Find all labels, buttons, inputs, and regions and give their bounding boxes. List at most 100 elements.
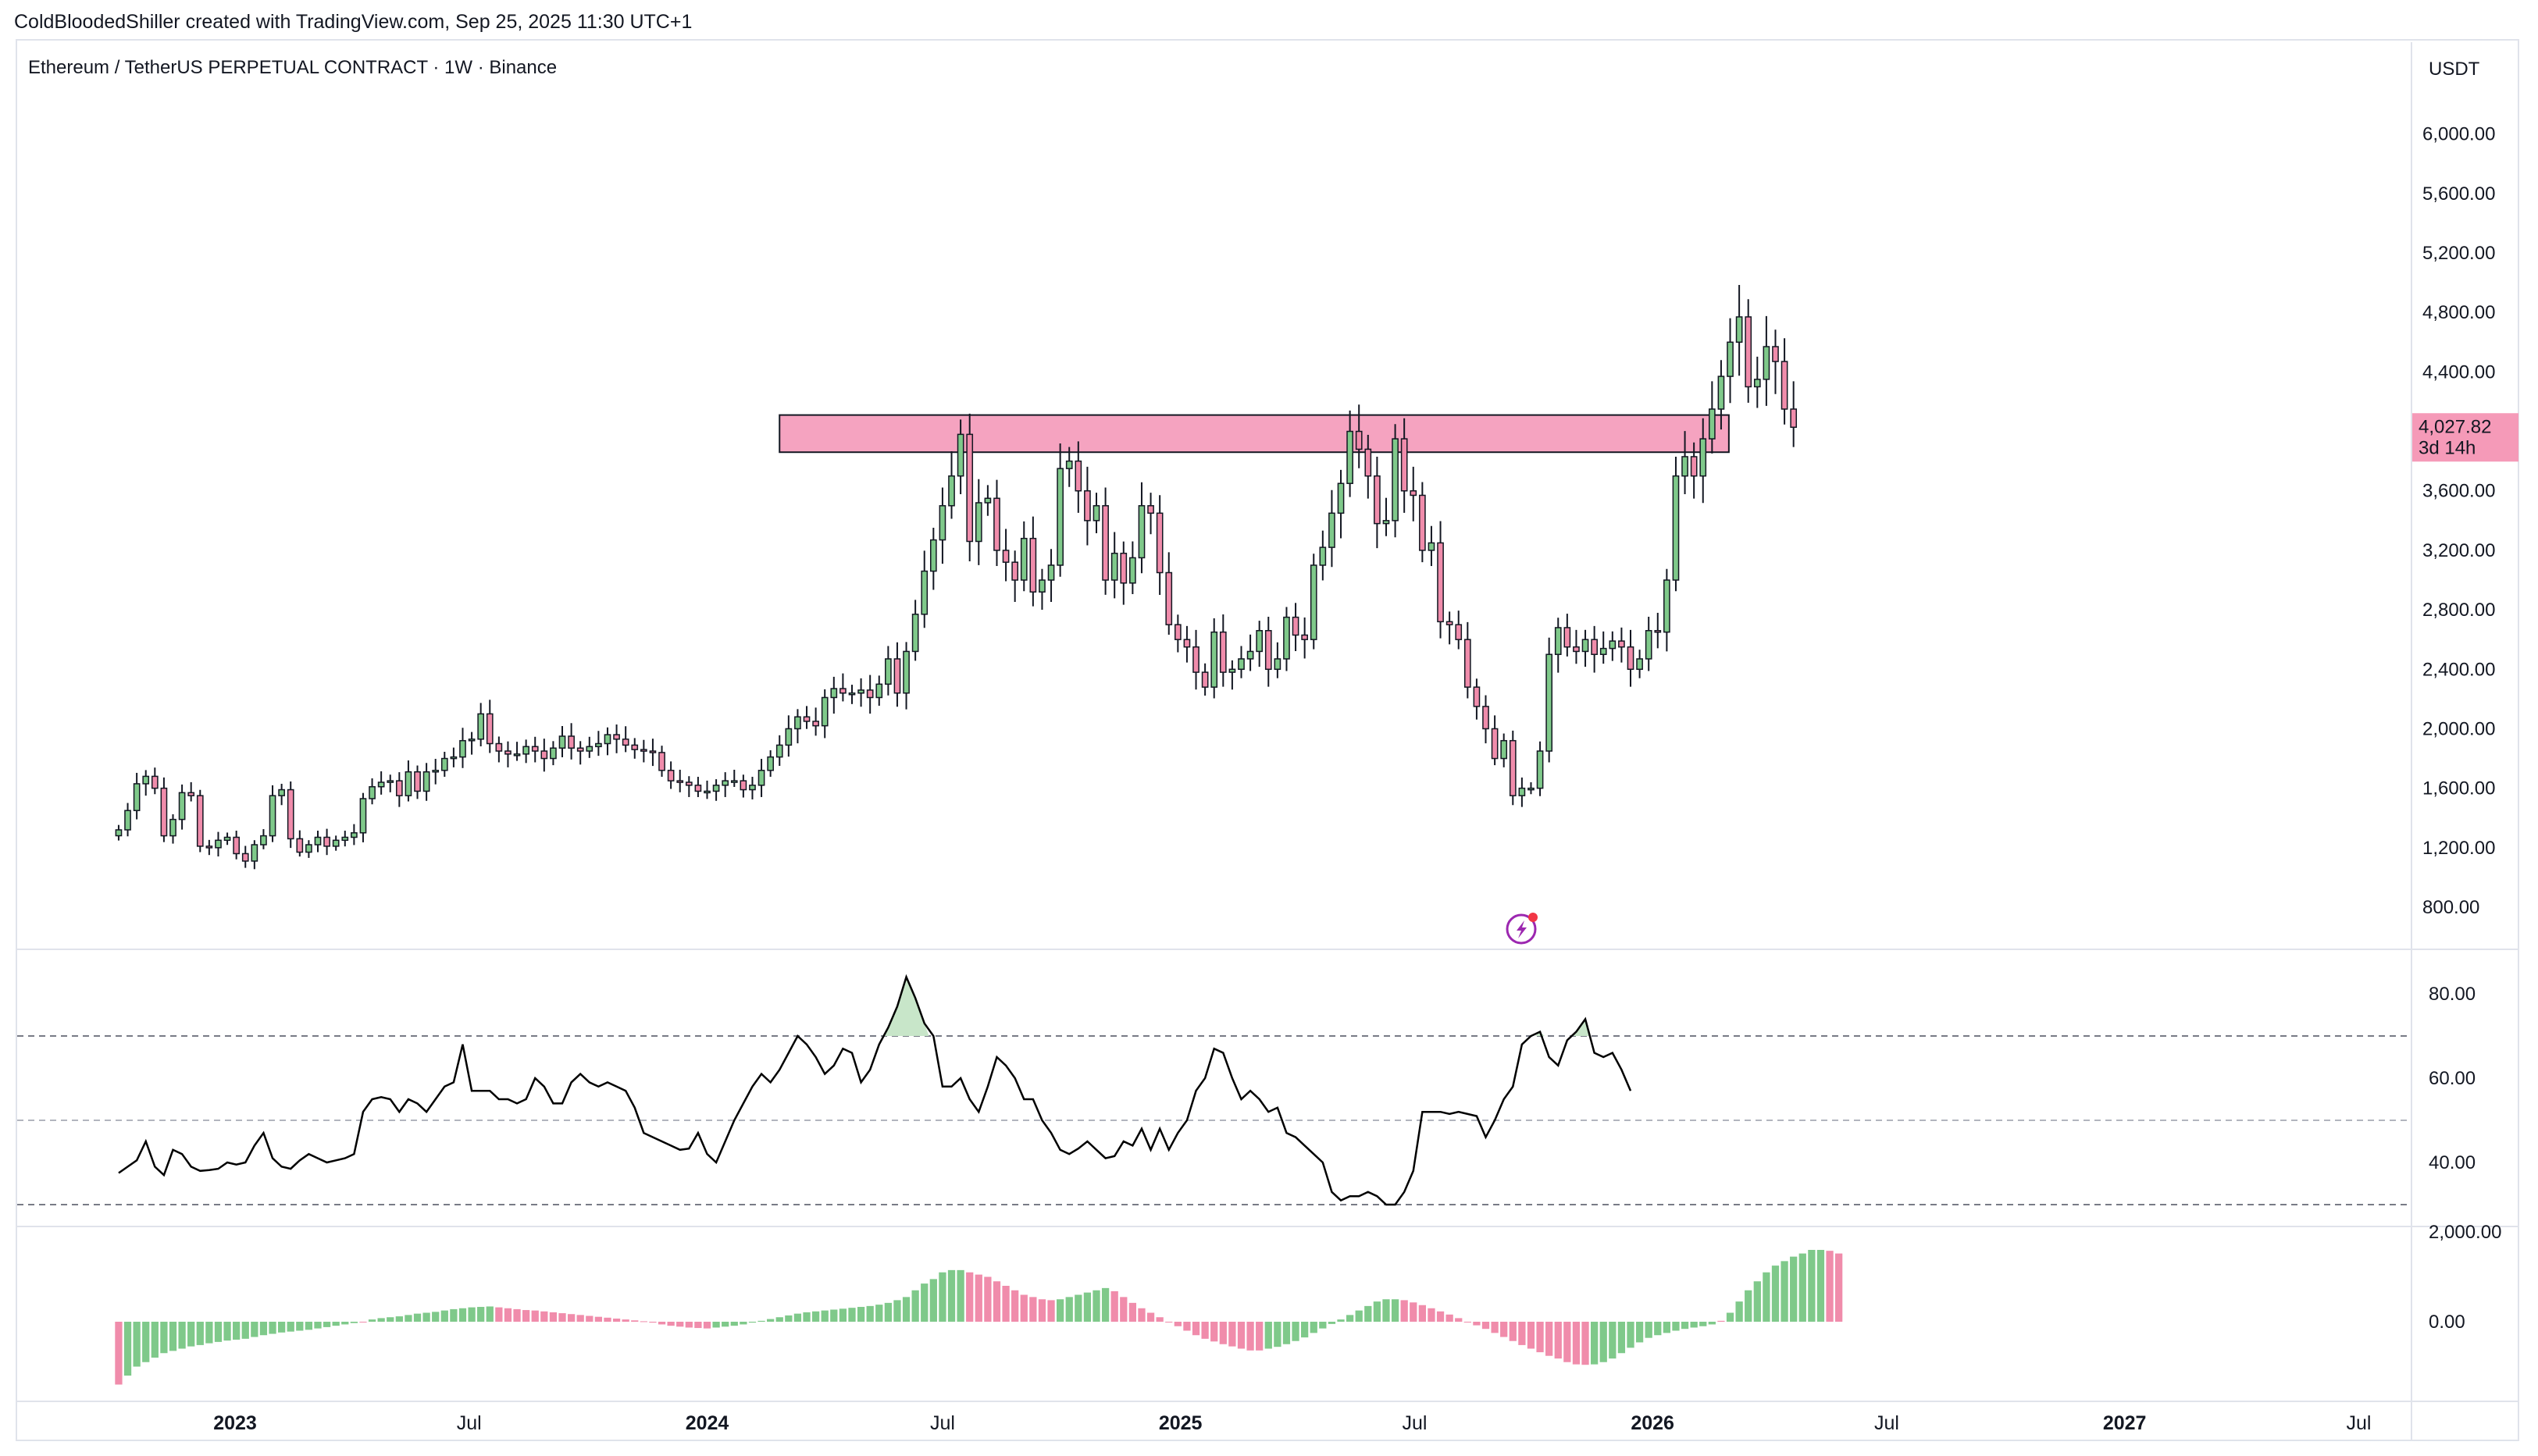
candle-down[interactable] [1374,475,1381,525]
candle-down[interactable] [667,770,675,781]
candle-down[interactable] [993,497,1000,551]
candle-up[interactable] [1727,341,1734,377]
candle-down[interactable] [812,721,819,727]
candle-up[interactable] [1536,750,1544,789]
candle-up[interactable] [794,716,801,730]
candle-up[interactable] [848,692,856,696]
candle-down[interactable] [1419,494,1426,551]
candle-down[interactable] [1292,616,1299,636]
candle-up[interactable] [115,829,123,837]
candle-up[interactable] [1328,512,1335,548]
candle-down[interactable] [740,780,747,791]
candle-down[interactable] [1264,630,1272,671]
candle-up[interactable] [1500,739,1508,760]
candle-down[interactable] [540,750,548,760]
candle-up[interactable] [305,844,312,853]
candle-up[interactable] [223,836,231,842]
candle-down[interactable] [323,836,330,847]
candle-down[interactable] [1690,456,1698,477]
candle-down[interactable] [531,746,539,752]
candle-up[interactable] [857,689,864,694]
candle-down[interactable] [1482,706,1489,730]
candle-down[interactable] [631,744,639,750]
candle-up[interactable] [422,771,430,792]
candle-down[interactable] [1029,537,1037,593]
candle-down[interactable] [1455,624,1463,640]
candle-up[interactable] [1392,438,1399,522]
candle-up[interactable] [351,832,358,838]
candle-up[interactable] [1210,631,1218,688]
candle-down[interactable] [504,750,512,755]
candle-down[interactable] [649,750,657,753]
candle-up[interactable] [921,570,929,615]
candle-down[interactable] [1364,448,1372,477]
candle-down[interactable] [966,433,974,543]
candle-up[interactable] [215,839,222,849]
rsi-line[interactable] [118,974,1632,1206]
candle-down[interactable] [1654,630,1662,633]
candle-down[interactable] [1301,634,1308,640]
candle-up[interactable] [1337,482,1345,514]
candle-down[interactable] [676,780,684,783]
candle-up[interactable] [1346,430,1353,484]
candle-up[interactable] [1274,658,1281,671]
candle-up[interactable] [821,696,829,727]
candle-up[interactable] [1518,787,1526,796]
candle-up[interactable] [1735,316,1743,344]
candle-up[interactable] [1581,639,1589,653]
candle-up[interactable] [260,835,267,845]
candle-up[interactable] [1228,668,1236,673]
candle-up[interactable] [929,539,937,572]
candle-up[interactable] [1319,546,1327,566]
candle-down[interactable] [1463,639,1471,688]
candle-down[interactable] [160,787,168,837]
candle-down[interactable] [576,747,584,752]
candle-up[interactable] [369,785,376,799]
candle-up[interactable] [332,839,340,847]
candle-up[interactable] [957,433,964,477]
candle-down[interactable] [839,688,847,694]
candle-up[interactable] [1753,379,1761,388]
candle-up[interactable] [459,739,466,758]
candle-up[interactable] [604,734,611,745]
candle-up[interactable] [1246,650,1254,660]
candle-up[interactable] [1554,627,1562,655]
candle-down[interactable] [1573,646,1580,653]
candle-down[interactable] [1781,361,1788,410]
candle-down[interactable] [1618,640,1625,648]
candle-up[interactable] [948,475,955,507]
candle-up[interactable] [1428,542,1435,551]
candle-up[interactable] [1681,456,1688,477]
candle-down[interactable] [1075,460,1082,492]
candle-down[interactable] [1410,489,1417,497]
currency-label[interactable]: USDT [2429,59,2480,80]
candle-up[interactable] [142,775,150,785]
candle-up[interactable] [341,836,349,842]
candle-up[interactable] [440,757,448,771]
candle-down[interactable] [1772,346,1779,362]
candle-up[interactable] [450,756,458,760]
candle-up[interactable] [885,658,892,685]
resistance-zone[interactable] [779,414,1730,454]
candle-up[interactable] [984,497,992,504]
candle-up[interactable] [911,614,919,653]
candle-up[interactable] [468,739,476,742]
candle-up[interactable] [1110,552,1118,581]
candle-up[interactable] [1020,537,1028,581]
candle-up[interactable] [1129,557,1136,584]
candle-down[interactable] [1102,505,1109,581]
candle-down[interactable] [893,658,901,694]
candle-up[interactable] [830,688,838,699]
candle-up[interactable] [387,780,394,783]
candle-down[interactable] [1165,571,1173,625]
candle-down[interactable] [1745,316,1752,388]
candle-down[interactable] [241,853,249,862]
candle-up[interactable] [749,785,756,791]
candle-down[interactable] [1147,505,1154,514]
candle-up[interactable] [1057,468,1064,566]
candle-down[interactable] [568,735,575,749]
candle-down[interactable] [1183,639,1191,648]
candle-down[interactable] [414,771,421,792]
candle-up[interactable] [1645,630,1652,660]
